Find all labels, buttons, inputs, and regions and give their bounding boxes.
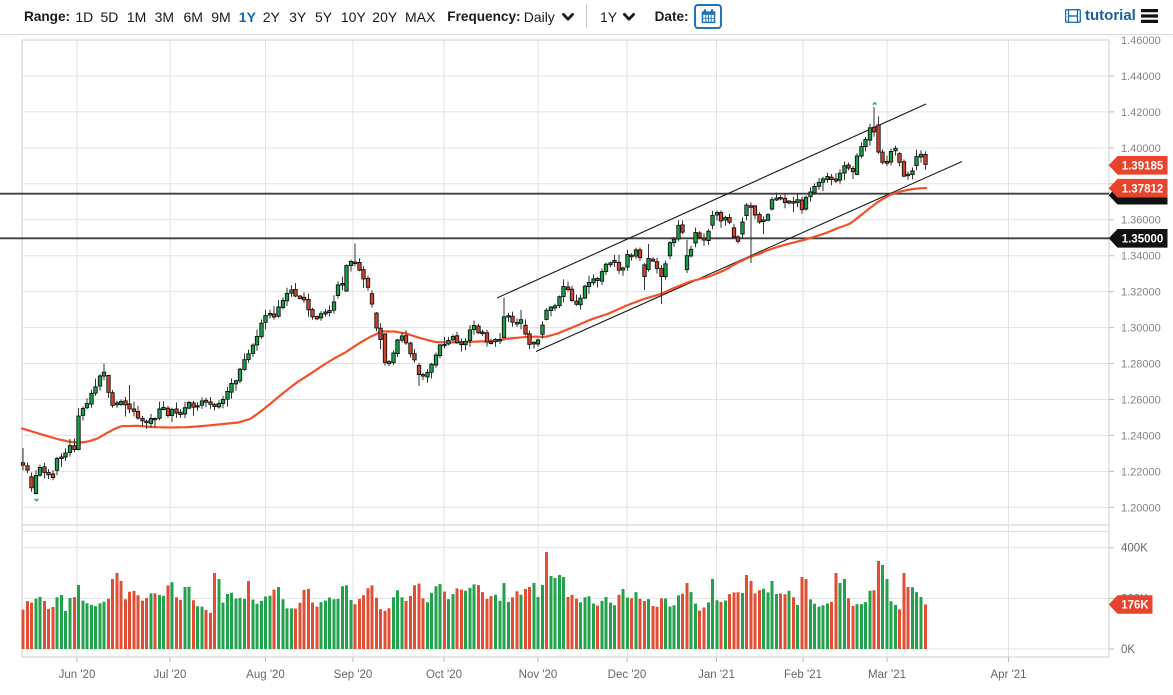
svg-text:Aug '20: Aug '20 [246,669,285,681]
svg-text:Dec '20: Dec '20 [608,669,647,681]
svg-text:1.32000: 1.32000 [1121,287,1161,299]
svg-text:1.44000: 1.44000 [1121,71,1161,83]
svg-text:1.24000: 1.24000 [1121,430,1161,442]
svg-text:1.39185: 1.39185 [1122,161,1164,173]
svg-text:1.37812: 1.37812 [1122,183,1164,195]
svg-text:1.42000: 1.42000 [1121,107,1161,119]
svg-text:1.20000: 1.20000 [1121,502,1161,514]
svg-text:Jan '21: Jan '21 [698,669,735,681]
svg-text:0K: 0K [1121,644,1135,656]
svg-text:1.46000: 1.46000 [1121,35,1161,47]
svg-text:400K: 400K [1121,543,1148,555]
svg-text:1.22000: 1.22000 [1121,466,1161,478]
svg-text:1.35000: 1.35000 [1122,234,1164,246]
svg-text:1.36000: 1.36000 [1121,215,1161,227]
svg-text:Jul '20: Jul '20 [154,669,187,681]
svg-text:1.34000: 1.34000 [1121,251,1161,263]
svg-text:Feb '21: Feb '21 [784,669,822,681]
svg-text:Oct '20: Oct '20 [426,669,462,681]
svg-text:1.40000: 1.40000 [1121,143,1161,155]
svg-text:Sep '20: Sep '20 [334,669,373,681]
svg-text:Jun '20: Jun '20 [59,669,96,681]
svg-text:Mar '21: Mar '21 [868,669,906,681]
svg-text:1.30000: 1.30000 [1121,323,1161,335]
svg-text:1.26000: 1.26000 [1121,395,1161,407]
svg-text:Nov '20: Nov '20 [519,669,558,681]
svg-text:176K: 176K [1121,600,1149,612]
svg-text:Apr '21: Apr '21 [990,669,1026,681]
svg-text:1.28000: 1.28000 [1121,359,1161,371]
